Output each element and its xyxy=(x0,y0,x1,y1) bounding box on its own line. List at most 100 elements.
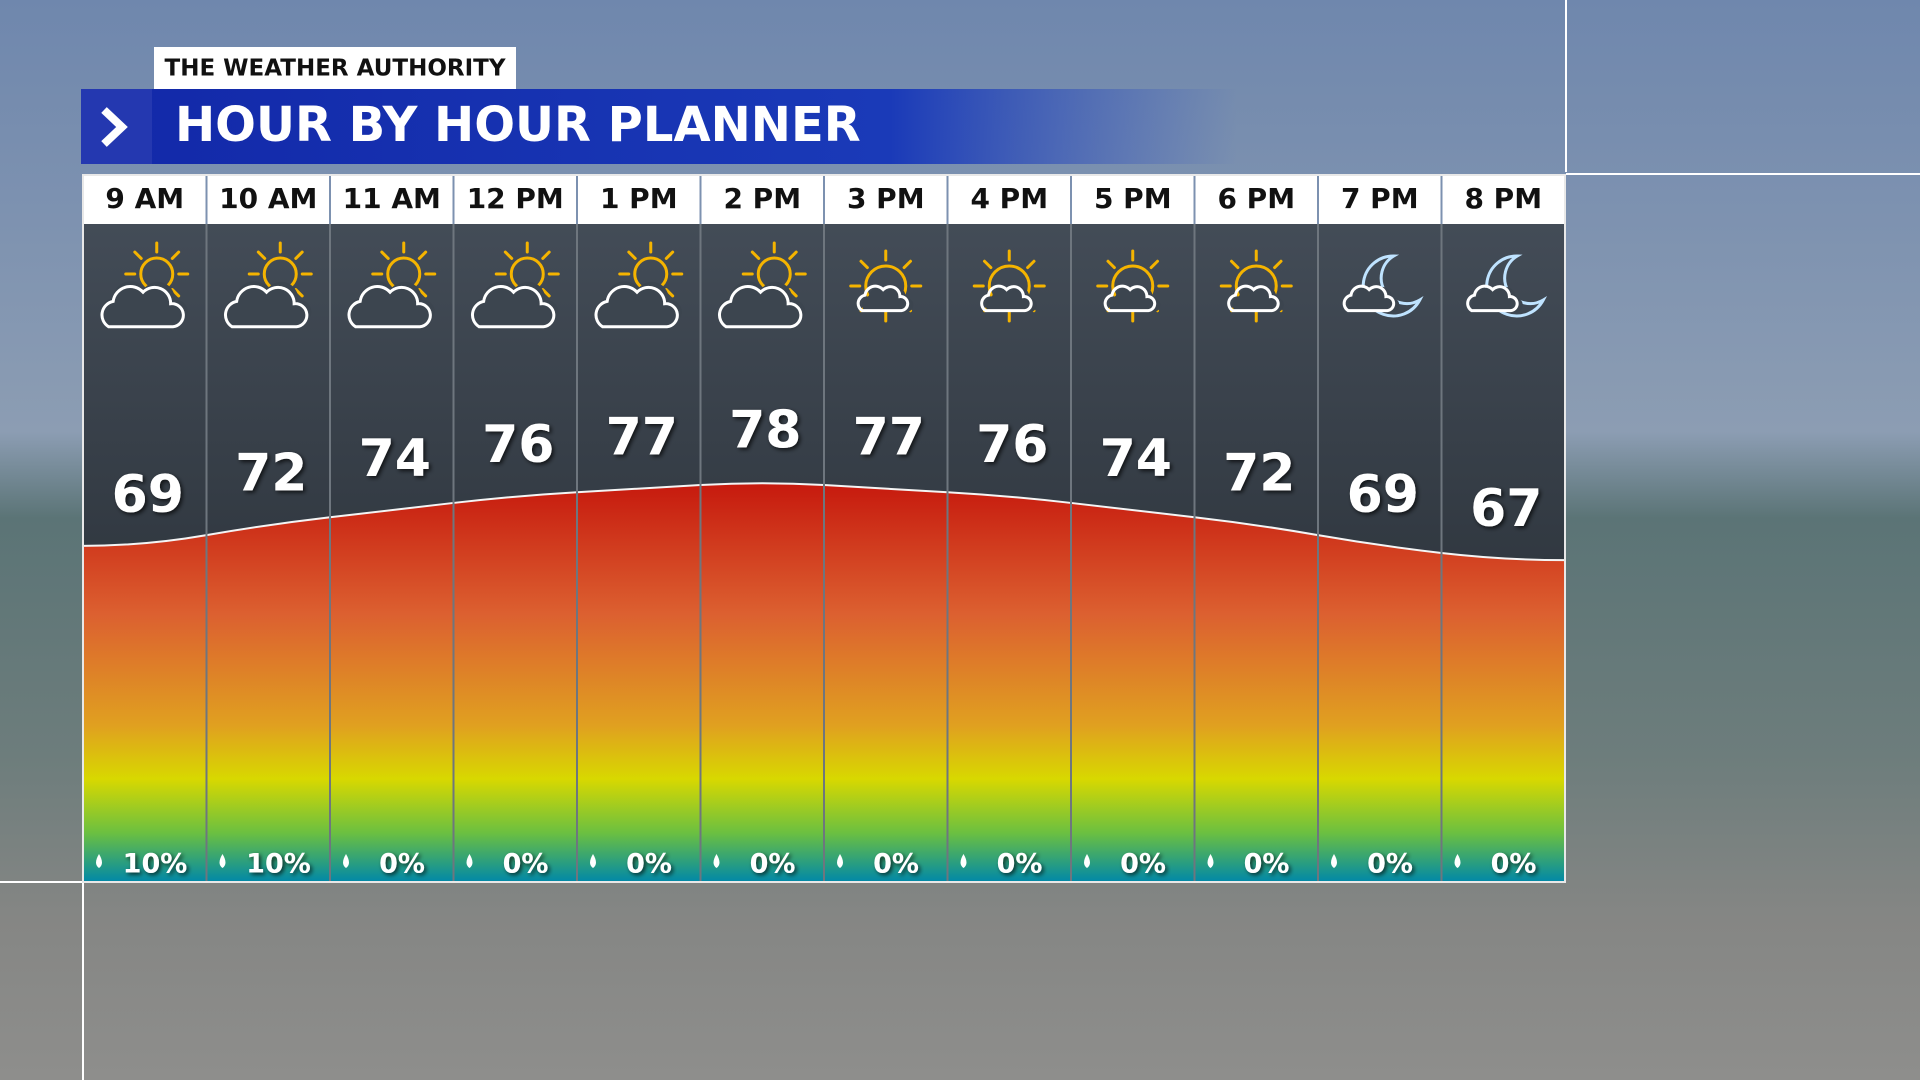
precip-label: 0% xyxy=(1244,849,1290,880)
weather-icon xyxy=(347,241,437,329)
temperature-line xyxy=(1441,552,1566,562)
hour-label: 2 PM xyxy=(723,182,801,215)
precip-label: 0% xyxy=(503,849,549,880)
sun-ray xyxy=(627,250,637,260)
temperature-label: 74 xyxy=(1100,429,1172,489)
sun-ray xyxy=(170,250,181,260)
temperature-line xyxy=(700,482,825,487)
weather-icon xyxy=(849,249,923,323)
temperature-area xyxy=(577,485,701,882)
sun-ray xyxy=(750,250,761,260)
precip-label: 0% xyxy=(379,849,425,880)
weather-icon xyxy=(1096,249,1170,323)
temperature-area xyxy=(206,517,330,882)
drop-icon xyxy=(1331,854,1337,868)
drop-icon xyxy=(713,854,720,868)
temperature-area xyxy=(947,492,1071,882)
hour-label: 5 PM xyxy=(1094,182,1172,215)
precip-label: 0% xyxy=(873,849,919,880)
temperature-area xyxy=(1194,517,1318,882)
sun-ray xyxy=(1230,259,1240,270)
hour-cell xyxy=(825,175,947,224)
sun-ray xyxy=(294,288,304,298)
cloud-icon xyxy=(100,285,185,329)
temperature-line xyxy=(1070,501,1195,519)
sun-ray xyxy=(1026,259,1036,270)
brand: THE WEATHER AUTHORITY xyxy=(165,56,506,82)
temperature-area xyxy=(824,485,948,882)
hour-cell xyxy=(84,175,206,224)
sun-ray xyxy=(788,250,798,260)
cloud-icon xyxy=(1227,284,1280,313)
cloud-icon xyxy=(1103,284,1157,313)
cloud-icon xyxy=(856,284,910,313)
temperature-label: 69 xyxy=(1347,465,1419,525)
hour-label: 9 AM xyxy=(105,182,184,215)
hour-label: 12 PM xyxy=(467,182,564,215)
hour-label: 4 PM xyxy=(970,182,1048,215)
hour-label: 8 PM xyxy=(1464,182,1542,215)
temperature-area xyxy=(1441,553,1565,882)
temperature-area xyxy=(453,492,577,882)
temperature-line xyxy=(576,484,701,494)
weather-icon xyxy=(224,241,313,329)
sun-ray xyxy=(256,250,267,260)
precip-label: 0% xyxy=(1491,849,1537,880)
temperature-area xyxy=(1071,502,1195,882)
drop-icon xyxy=(219,854,226,868)
cloud-icon xyxy=(594,285,679,329)
temperature-label: 77 xyxy=(853,408,925,468)
hour-label: 10 AM xyxy=(219,182,317,215)
cloud-icon xyxy=(1466,284,1519,313)
precip-label: 10% xyxy=(123,849,188,880)
drop-icon xyxy=(590,854,596,868)
temperature-label: 67 xyxy=(1470,479,1542,539)
temperature-area xyxy=(700,483,824,882)
panel-border xyxy=(82,174,1566,883)
cloud-icon xyxy=(980,284,1033,313)
sun-ray xyxy=(788,288,798,298)
weather-icon xyxy=(1466,254,1548,318)
sun-ray xyxy=(541,250,551,260)
sun-ray xyxy=(133,250,143,260)
hour-cell xyxy=(454,175,576,224)
weather-icon xyxy=(972,249,1046,323)
sun-ray xyxy=(170,288,181,298)
temperature-line xyxy=(453,491,578,504)
temperature-line xyxy=(947,491,1072,504)
cloud-icon xyxy=(718,285,803,329)
hour-label: 1 PM xyxy=(600,182,678,215)
hour-cell xyxy=(207,175,329,224)
columns: 9 AM 69 10% 10 AM 72 10% 11 AM 74 0% 12 PM 76 0% 1 P… xyxy=(82,174,1566,883)
precip-label: 0% xyxy=(626,849,672,880)
temperature-line xyxy=(823,484,948,494)
drop-icon xyxy=(960,854,967,868)
temperature-area xyxy=(330,502,454,882)
hour-cell xyxy=(331,175,453,224)
moon-icon xyxy=(1485,254,1548,318)
temperature-line xyxy=(82,534,207,547)
sun-ray xyxy=(1273,259,1283,270)
moon-icon xyxy=(1361,254,1424,318)
chevron xyxy=(101,107,128,147)
drop-icon xyxy=(96,854,102,868)
weather-icon xyxy=(594,241,684,329)
sun-ray xyxy=(664,288,675,298)
brand-box xyxy=(154,47,516,89)
temperature-line xyxy=(1194,516,1319,537)
sun-ray xyxy=(503,250,514,260)
hour-cell xyxy=(1195,175,1317,224)
precip-label: 0% xyxy=(1120,849,1166,880)
temperature-label: 72 xyxy=(1223,443,1295,503)
temperature-label: 77 xyxy=(606,408,678,468)
weather-icon xyxy=(100,241,190,329)
weather-icon xyxy=(1342,254,1424,318)
temperature-line xyxy=(329,501,454,519)
hour-label: 11 AM xyxy=(343,182,441,215)
precip-label: 0% xyxy=(750,849,796,880)
cloud-icon xyxy=(347,285,432,329)
sun-ray xyxy=(1106,259,1116,270)
drop-icon xyxy=(343,854,349,868)
hour-cell xyxy=(948,175,1070,224)
temperature-label: 72 xyxy=(235,443,307,503)
